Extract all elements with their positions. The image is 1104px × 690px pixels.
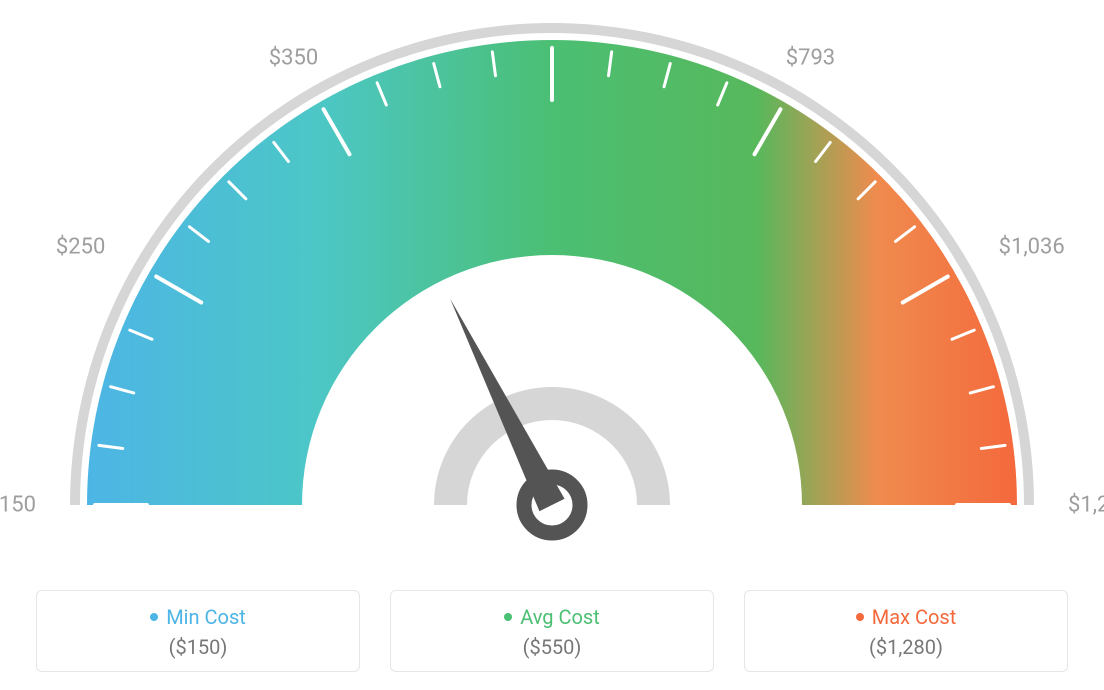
legend-dot-icon xyxy=(150,613,158,621)
legend-dot-icon xyxy=(856,613,864,621)
legend-label: Min Cost xyxy=(166,605,246,629)
legend-title: Max Cost xyxy=(856,605,957,629)
gauge-tick-label: $150 xyxy=(0,493,36,518)
gauge-tick-label: $350 xyxy=(269,46,318,71)
legend-value: ($150) xyxy=(169,635,228,659)
legend-dot-icon xyxy=(504,613,512,621)
legend-label: Max Cost xyxy=(872,605,957,629)
gauge-tick-label: $1,280 xyxy=(1068,493,1104,518)
legend-value: ($1,280) xyxy=(869,635,943,659)
gauge-svg xyxy=(0,0,1104,570)
legend-row: Min Cost ($150) Avg Cost ($550) Max Cost ($1,… xyxy=(0,590,1104,690)
gauge-tick-label: $1,036 xyxy=(999,234,1065,259)
legend-title: Avg Cost xyxy=(504,605,600,629)
legend-label: Avg Cost xyxy=(520,605,600,629)
gauge-tick-label: $793 xyxy=(786,46,835,71)
legend-card: Min Cost ($150) xyxy=(36,590,360,672)
legend-value: ($550) xyxy=(523,635,582,659)
legend-card: Avg Cost ($550) xyxy=(390,590,714,672)
gauge-chart: $150$250$350$550$793$1,036$1,280 xyxy=(0,0,1104,570)
gauge-tick-label: $250 xyxy=(56,234,105,259)
legend-title: Min Cost xyxy=(150,605,246,629)
legend-card: Max Cost ($1,280) xyxy=(744,590,1068,672)
